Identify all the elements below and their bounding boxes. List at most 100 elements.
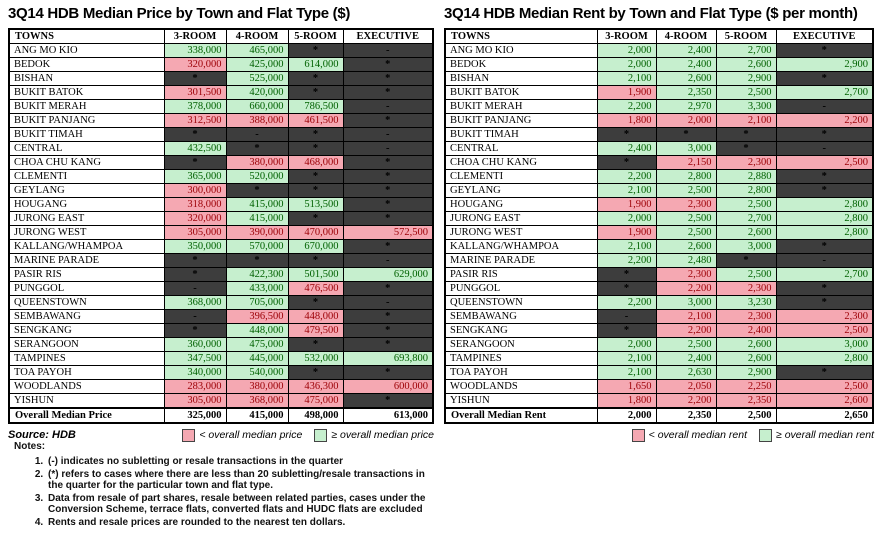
value-cell: 2,600 — [715, 225, 777, 240]
town-cell: TAMPINES — [444, 351, 598, 366]
town-cell: SERANGOON — [8, 337, 165, 352]
table-row: BUKIT BATOK 301,500 420,000 * * — [8, 85, 434, 100]
no-data-cell: * — [342, 211, 434, 226]
value-cell: 468,000 — [287, 155, 344, 170]
value-cell: 3,000 — [655, 295, 717, 310]
value-cell: 305,000 — [163, 393, 227, 409]
overall-median-4room: 415,000 — [225, 407, 289, 424]
no-data-cell: * — [342, 337, 434, 352]
value-cell: 600,000 — [342, 379, 434, 394]
value-cell: 2,800 — [775, 211, 874, 226]
no-data-cell: * — [715, 141, 777, 156]
value-cell: 2,600 — [655, 71, 717, 86]
town-cell: WOODLANDS — [444, 379, 598, 394]
value-cell: 432,500 — [163, 141, 227, 156]
value-cell: 614,000 — [287, 57, 344, 72]
no-data-cell: * — [287, 183, 344, 198]
value-cell: 422,300 — [225, 267, 289, 282]
overall-median-3room: 325,000 — [163, 407, 227, 424]
value-cell: 3,000 — [715, 239, 777, 254]
town-cell: PUNGGOL — [444, 281, 598, 296]
town-cell: CLEMENTI — [8, 169, 165, 184]
value-cell: 2,500 — [775, 323, 874, 338]
town-cell: CHOA CHU KANG — [8, 155, 165, 170]
column-header-5room: 5-ROOM — [715, 28, 777, 44]
town-cell: JURONG EAST — [444, 211, 598, 226]
value-cell: 318,000 — [163, 197, 227, 212]
table-row: CHOA CHU KANG * 2,150 2,300 2,500 — [444, 155, 874, 170]
value-cell: 320,000 — [163, 211, 227, 226]
no-data-cell: * — [287, 365, 344, 380]
value-cell: 448,000 — [287, 309, 344, 324]
table-row: TOA PAYOH 2,100 2,630 2,900 * — [444, 365, 874, 380]
town-cell: ANG MO KIO — [8, 43, 165, 58]
value-cell: 2,000 — [596, 337, 657, 352]
no-data-cell: * — [163, 127, 227, 142]
overall-median-4room: 2,350 — [655, 407, 717, 424]
value-cell: 350,000 — [163, 239, 227, 254]
no-data-cell: * — [655, 127, 717, 142]
no-data-cell: * — [163, 267, 227, 282]
overall-median-executive: 613,000 — [342, 407, 434, 424]
value-cell: 2,400 — [655, 57, 717, 72]
value-cell: 2,400 — [655, 351, 717, 366]
table-row: TAMPINES 2,100 2,400 2,600 2,800 — [444, 351, 874, 366]
no-data-cell: * — [342, 71, 434, 86]
value-cell: 2,800 — [775, 351, 874, 366]
value-cell: 301,500 — [163, 85, 227, 100]
value-cell: 2,100 — [715, 113, 777, 128]
rent-legend: < overall median rent ≥ overall median r… — [631, 428, 874, 442]
value-cell: 2,300 — [775, 309, 874, 324]
town-cell: TOA PAYOH — [8, 365, 165, 380]
header-row: TOWNS 3-ROOM 4-ROOM 5-ROOM EXECUTIVE — [444, 28, 874, 44]
no-data-cell: - — [342, 141, 434, 156]
value-cell: 501,500 — [287, 267, 344, 282]
no-data-cell: * — [342, 393, 434, 409]
price-legend: < overall median price ≥ overall median … — [182, 428, 434, 442]
town-cell: PUNGGOL — [8, 281, 165, 296]
value-cell: 380,000 — [225, 155, 289, 170]
value-cell: 2,200 — [655, 323, 717, 338]
town-cell: HOUGANG — [8, 197, 165, 212]
value-cell: 365,000 — [163, 169, 227, 184]
no-data-cell: * — [342, 155, 434, 170]
table-row: ANG MO KIO 338,000 465,000 * - — [8, 43, 434, 58]
overall-median-label: Overall Median Price — [8, 407, 165, 424]
value-cell: 305,000 — [163, 225, 227, 240]
table-row: YISHUN 1,800 2,200 2,350 2,600 — [444, 393, 874, 409]
table-row: SEMBAWANG -2,100 2,300 2,300 — [444, 309, 874, 324]
town-cell: CENTRAL — [8, 141, 165, 156]
no-data-cell: * — [287, 253, 344, 268]
value-cell: 1,800 — [596, 393, 657, 409]
value-cell: 2,000 — [596, 57, 657, 72]
value-cell: 2,600 — [715, 57, 777, 72]
value-cell: 2,100 — [596, 351, 657, 366]
table-row: CHOA CHU KANG * 380,000 468,000 * — [8, 155, 434, 170]
legend-item-below-median: < overall median rent — [631, 428, 747, 442]
value-cell: 2,500 — [715, 267, 777, 282]
no-data-cell: * — [342, 183, 434, 198]
value-cell: 2,100 — [596, 183, 657, 198]
table-row: CENTRAL 2,400 3,000 * - — [444, 141, 874, 156]
no-data-cell: * — [287, 337, 344, 352]
price-table-footer: Source: HDB < overall median price ≥ ove… — [8, 428, 434, 442]
no-data-cell: * — [287, 211, 344, 226]
no-data-cell: * — [225, 253, 289, 268]
table-row: BUKIT MERAH 378,000 660,000 786,500- — [8, 99, 434, 114]
value-cell: 629,000 — [342, 267, 434, 282]
value-cell: 2,300 — [715, 309, 777, 324]
value-cell: 470,000 — [287, 225, 344, 240]
median-price-table: TOWNS 3-ROOM 4-ROOM 5-ROOM EXECUTIVE ANG… — [8, 28, 434, 424]
value-cell: 2,200 — [655, 281, 717, 296]
value-cell: 2,500 — [775, 155, 874, 170]
value-cell: 433,000 — [225, 281, 289, 296]
town-cell: BUKIT BATOK — [8, 85, 165, 100]
no-data-cell: * — [715, 127, 777, 142]
value-cell: 320,000 — [163, 57, 227, 72]
value-cell: 415,000 — [225, 197, 289, 212]
no-data-cell: * — [775, 295, 874, 310]
town-cell: BISHAN — [8, 71, 165, 86]
value-cell: 2,700 — [715, 211, 777, 226]
median-rent-table: TOWNS 3-ROOM 4-ROOM 5-ROOM EXECUTIVE ANG… — [444, 28, 874, 424]
table-row: CENTRAL 432,500 * * - — [8, 141, 434, 156]
